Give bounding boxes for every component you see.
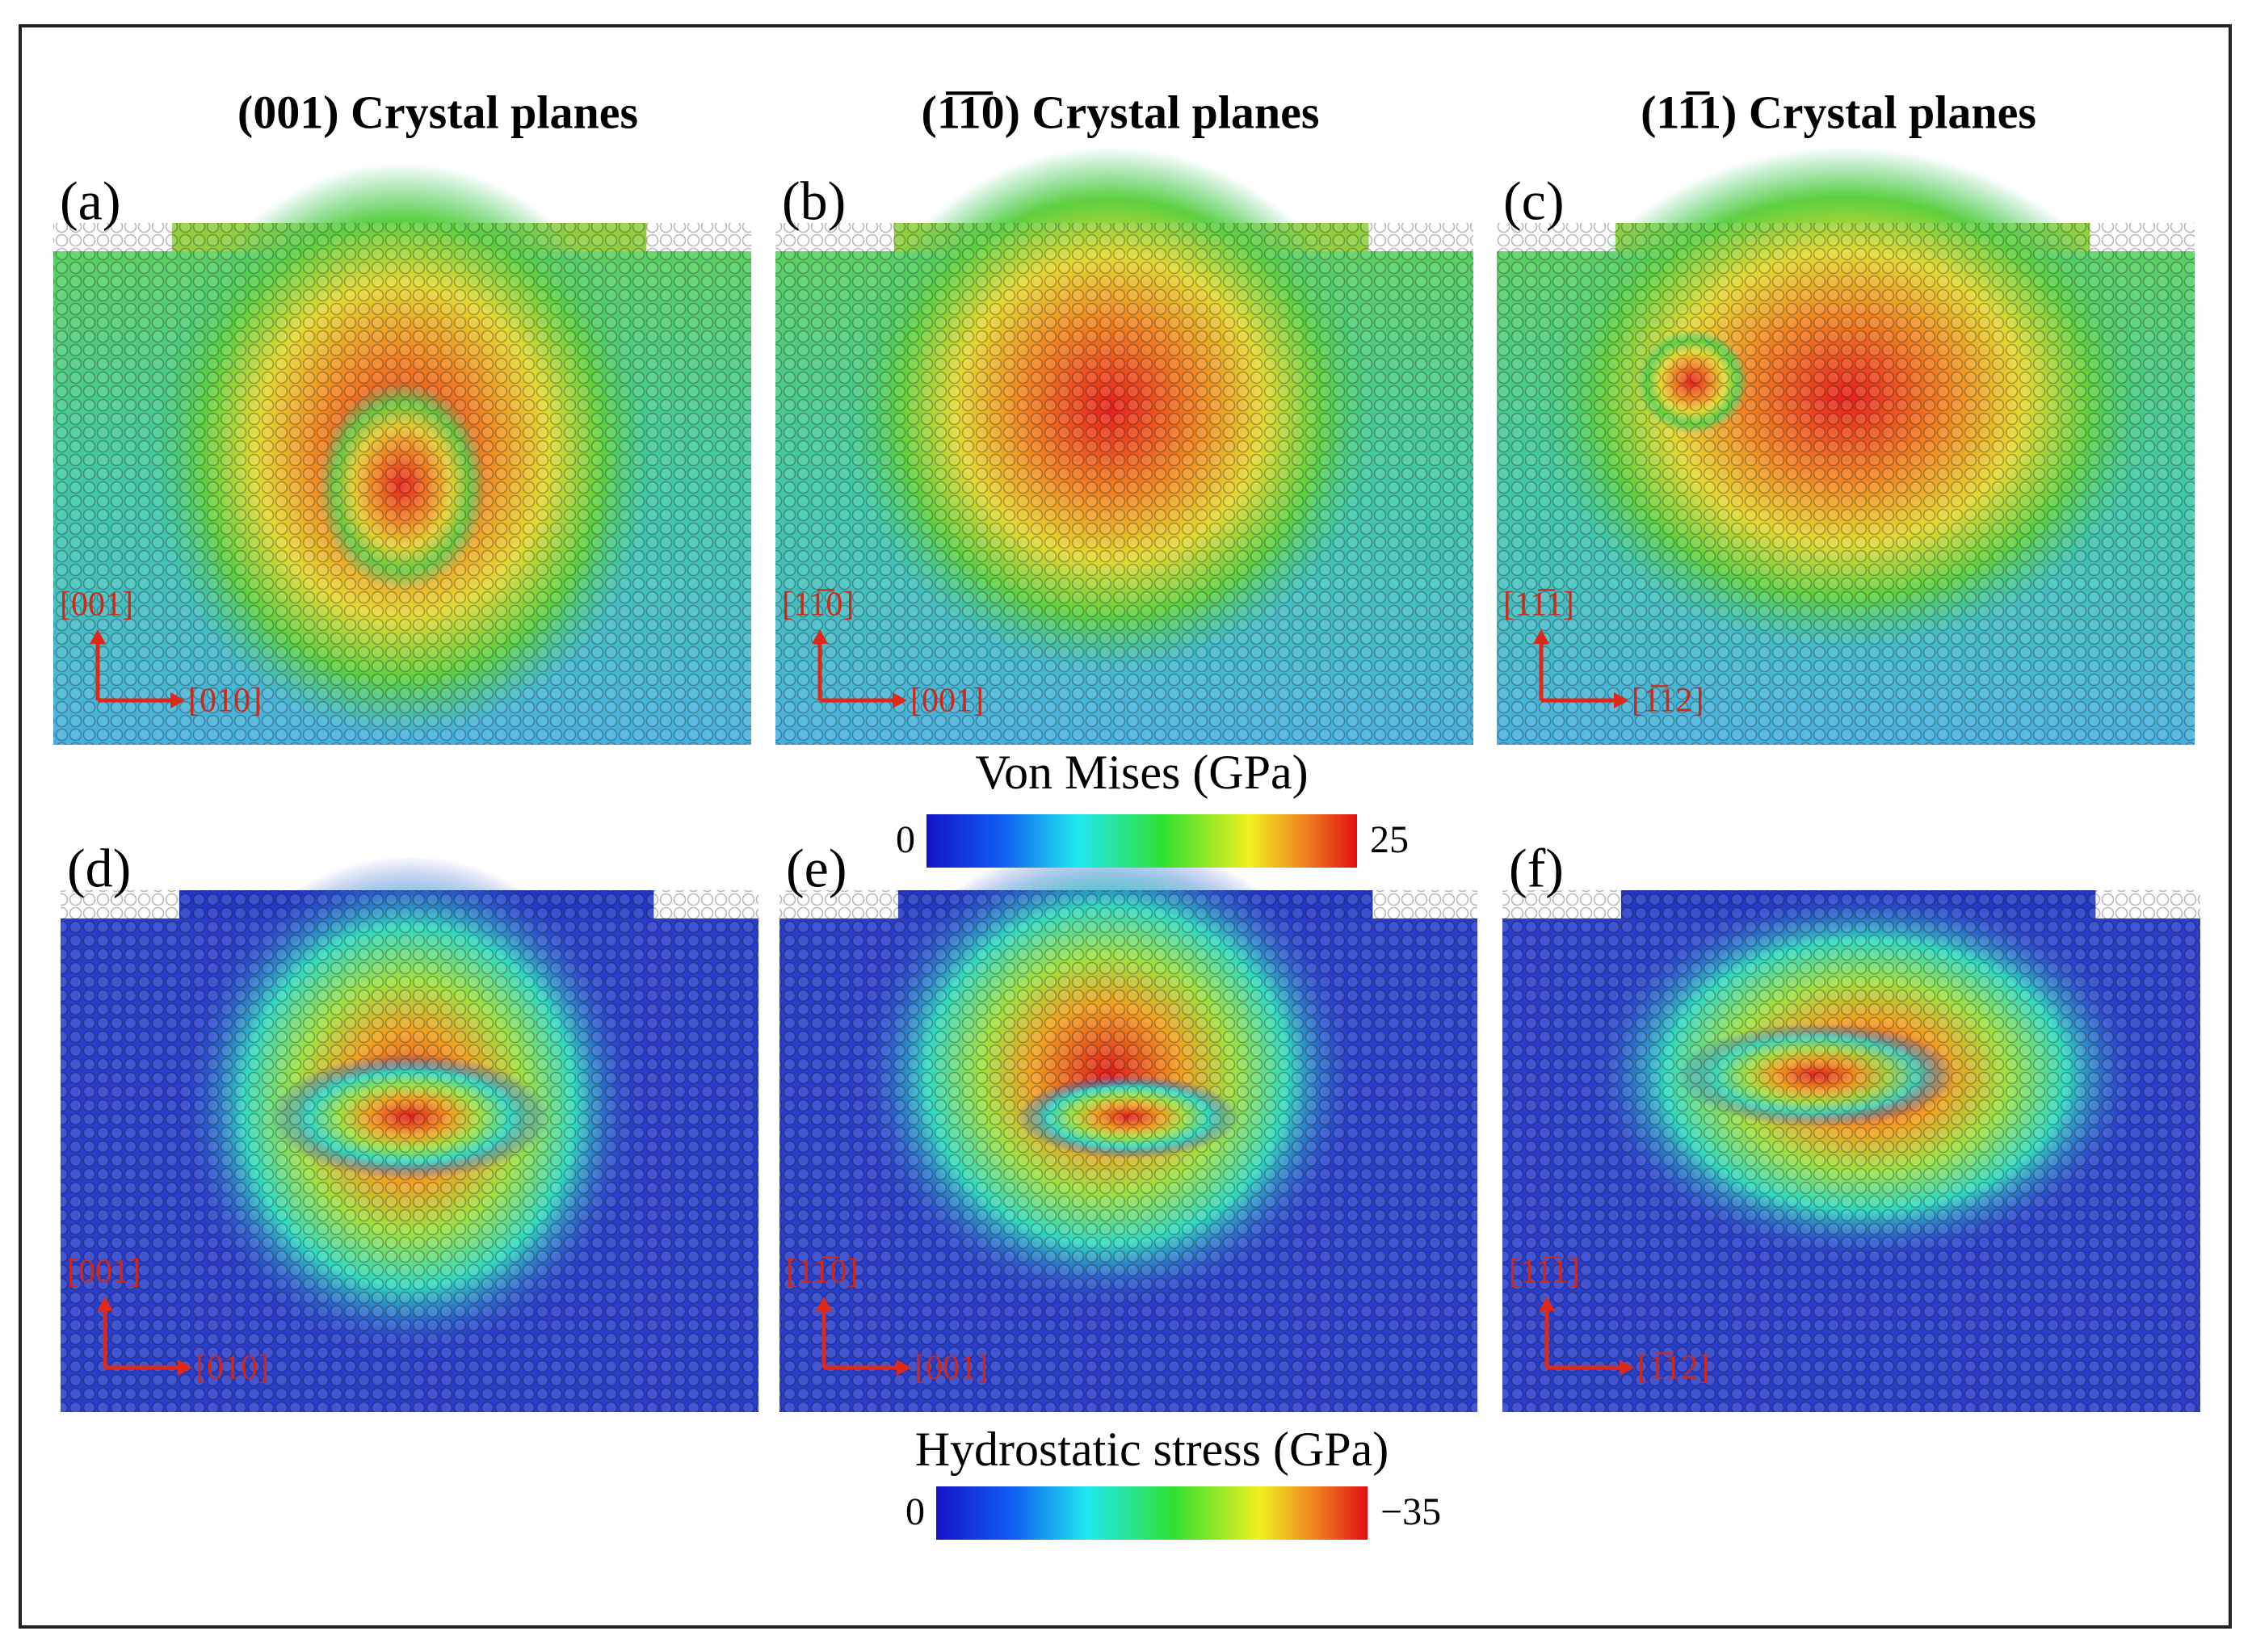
panel-label: (d) [67, 838, 131, 899]
arrow-head [1539, 1297, 1555, 1311]
axis-label: [001] [60, 586, 133, 624]
colorbar-title: Hydrostatic stress (GPa) [915, 1423, 1389, 1476]
atom-lattice [61, 890, 758, 1412]
panel: (f) [11̅1] [1̅12] [1502, 838, 2200, 1412]
axis-label: [010] [188, 683, 262, 720]
arrow-head [90, 629, 106, 644]
arrow-head [893, 692, 907, 708]
panel: (b) [11̅0] [001] [775, 146, 1473, 745]
arrow-head [178, 1360, 192, 1376]
arrow-head [1620, 1360, 1634, 1376]
column-title: (11̅1) Crystal planes [1641, 86, 2036, 138]
axis-label: [1̅12] [1632, 683, 1704, 720]
axis-label: [001] [910, 683, 984, 720]
colorbar-max: −35 [1380, 1490, 1441, 1533]
panel-label: (f) [1509, 838, 1564, 899]
axis-label: [010] [195, 1350, 269, 1387]
axis-label: [11̅0] [782, 586, 854, 624]
axis-label: [11̅0] [786, 1254, 858, 1291]
colorbar [936, 1486, 1368, 1540]
panel: (d) [001] [010] [61, 838, 758, 1412]
atom-lattice [1502, 890, 2200, 1412]
arrow-head [897, 1360, 911, 1376]
axis-label: [11̅1] [1503, 586, 1574, 624]
atom-lattice [53, 223, 751, 745]
column-title: (001) Crystal planes [237, 86, 638, 138]
atom-lattice [775, 223, 1473, 745]
atom-lattice [1497, 223, 2195, 745]
column-title: (1̅1̅0) Crystal planes [922, 86, 1320, 138]
colorbar [926, 814, 1357, 868]
axis-label: [001] [67, 1254, 141, 1291]
colorbar-min: 0 [896, 818, 915, 861]
panel-label: (c) [1503, 170, 1564, 232]
colorbar-max: 25 [1370, 818, 1409, 861]
panel-label: (b) [782, 170, 846, 232]
panel: (e) [11̅0] [001] [779, 838, 1477, 1412]
atom-lattice [779, 890, 1477, 1412]
arrow-head [1614, 692, 1628, 708]
panel-label: (e) [786, 838, 847, 899]
arrow-head [170, 692, 185, 708]
figure-border [19, 24, 2232, 1629]
panel: (a) [001] [010] [53, 162, 751, 745]
arrow-head [1533, 629, 1549, 644]
axis-label: [11̅1] [1509, 1254, 1580, 1291]
arrow-head [97, 1297, 113, 1311]
panel: (c) [11̅1] [1̅12] [1497, 146, 2195, 745]
axis-label: [001] [914, 1350, 988, 1387]
colorbar-min: 0 [905, 1490, 925, 1533]
colorbar-title: Von Mises (GPa) [975, 746, 1308, 799]
arrow-head [816, 1297, 832, 1311]
arrow-head [812, 629, 828, 644]
axis-label: [1̅12] [1637, 1350, 1709, 1387]
panel-label: (a) [60, 170, 120, 232]
